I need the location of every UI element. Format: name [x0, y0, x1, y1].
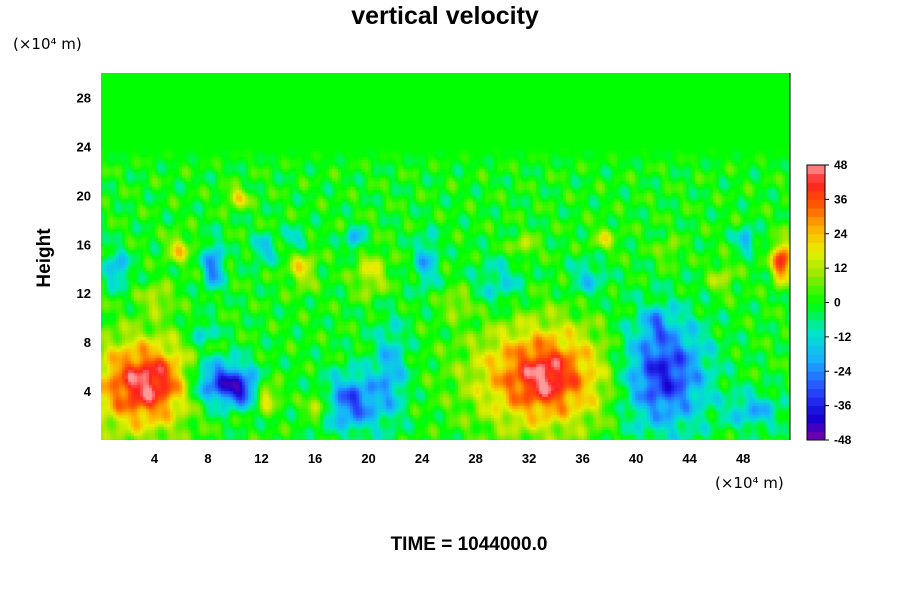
colorbar-segment — [807, 371, 825, 381]
colorbar-segment — [807, 405, 825, 415]
x-tick-label: 40 — [629, 451, 643, 466]
colorbar-segment — [807, 276, 825, 286]
colorbar-segment — [807, 293, 825, 303]
x-tick-label: 4 — [151, 451, 159, 466]
x-tick-label: 32 — [522, 451, 536, 466]
colorbar-segment — [807, 250, 825, 261]
colorbar-segment — [807, 431, 825, 441]
colorbar-ticks: 48 36 24 12 0 -12 -24 -36 -48 — [825, 158, 852, 447]
velocity-field-heatmap — [101, 73, 790, 440]
x-tick-label: 20 — [361, 451, 375, 466]
y-axis-unit: (×10⁴ m) — [13, 35, 82, 53]
y-tick-label: 12 — [77, 286, 91, 301]
y-tick-label: 8 — [84, 335, 91, 350]
y-axis-ticks: 4 8 12 16 20 24 28 — [77, 90, 92, 399]
colorbar-segment — [807, 379, 825, 389]
colorbar-segment — [807, 207, 825, 218]
colorbar-segment — [807, 414, 825, 424]
colorbar-segment — [807, 242, 825, 252]
colorbar-segment — [807, 397, 825, 407]
colorbar-segment — [807, 388, 825, 398]
x-tick-label: 48 — [736, 451, 750, 466]
colorbar-tick-label: -12 — [834, 330, 852, 344]
y-tick-label: 16 — [77, 237, 91, 252]
colorbar-segment — [807, 328, 825, 338]
colorbar-segment — [807, 311, 825, 321]
colorbar-segment — [807, 165, 825, 175]
colorbar-segment — [807, 233, 825, 243]
colorbar-tick-label: -24 — [834, 364, 852, 378]
colorbar-segment — [807, 199, 825, 209]
colorbar-tick-label: -36 — [834, 399, 852, 413]
colorbar-segment — [807, 182, 825, 192]
colorbar-segment — [807, 259, 825, 269]
x-tick-label: 28 — [468, 451, 482, 466]
colorbar-segment — [807, 336, 825, 346]
x-tick-label: 24 — [415, 451, 430, 466]
x-tick-label: 44 — [682, 451, 697, 466]
colorbar-segment — [807, 422, 825, 432]
y-tick-label: 4 — [84, 384, 92, 399]
colorbar-segment — [807, 302, 825, 312]
colorbar-tick-label: 48 — [834, 158, 848, 172]
x-tick-label: 8 — [204, 451, 211, 466]
colorbar-segment — [807, 354, 825, 364]
colorbar-segment — [807, 285, 825, 295]
colorbar-segment — [807, 225, 825, 235]
colorbar-segment — [807, 190, 825, 200]
y-tick-label: 20 — [77, 188, 91, 203]
x-axis-unit: (×10⁴ m) — [715, 474, 784, 492]
colorbar-tick-label: 12 — [834, 261, 848, 275]
colorbar-segment — [807, 216, 825, 226]
x-axis-ticks: 4 8 12 16 20 24 28 32 36 40 44 48 — [151, 451, 751, 466]
plot-area — [101, 73, 791, 440]
y-tick-label: 28 — [77, 90, 91, 105]
colorbar-tick-label: 0 — [834, 296, 841, 310]
colorbar-segment — [807, 362, 825, 372]
colorbar-segment — [807, 173, 825, 183]
x-tick-label: 36 — [575, 451, 589, 466]
colorbar-segment — [807, 345, 825, 355]
colorbar — [806, 164, 826, 441]
x-tick-label: 16 — [308, 451, 322, 466]
y-axis-label: Height — [34, 228, 55, 288]
colorbar-segment — [807, 319, 825, 329]
y-tick-label: 24 — [77, 139, 92, 154]
colorbar-segment — [807, 268, 825, 278]
chart-title: vertical velocity — [351, 2, 539, 30]
colorbar-tick-label: 24 — [834, 227, 848, 241]
colorbar-tick-label: 36 — [834, 192, 848, 206]
time-footer: TIME = 1044000.0 — [391, 534, 548, 555]
colorbar-tick-label: -48 — [834, 433, 852, 447]
x-tick-label: 12 — [254, 451, 268, 466]
